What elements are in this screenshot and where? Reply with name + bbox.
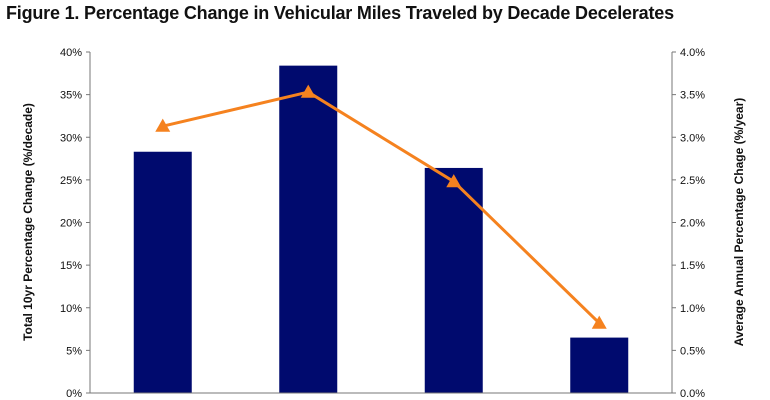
- y-right-tick-label: 2.5%: [680, 175, 705, 187]
- y-right-tick-label: 4.0%: [680, 47, 705, 59]
- y-right-tick-label: 3.0%: [680, 132, 705, 144]
- y-right-tick-label: 3.5%: [680, 90, 705, 102]
- y-right-tick-label: 1.0%: [680, 303, 705, 315]
- line-group: [155, 84, 607, 329]
- y-axis-left-label: Total 10yr Percentage Change (%/decade): [21, 103, 35, 341]
- y-left-tick-label: 30%: [60, 132, 82, 144]
- line-series: [162, 90, 601, 325]
- line-point: [300, 84, 316, 98]
- y-right-tick-label: 1.5%: [680, 260, 705, 272]
- y-left-tick-label: 10%: [60, 303, 82, 315]
- y-left-tick-label: 20%: [60, 218, 82, 230]
- y-left-tick-label: 15%: [60, 260, 82, 272]
- y-left-tick-label: 0%: [66, 388, 82, 400]
- y-left-tick-label: 5%: [66, 345, 82, 357]
- chart-title: Figure 1. Percentage Change in Vehicular…: [6, 3, 674, 23]
- line-point: [155, 118, 171, 132]
- line-point: [446, 174, 462, 188]
- y-left-tick-label: 35%: [60, 90, 82, 102]
- y-left-tick-label: 40%: [60, 47, 82, 59]
- line-point: [591, 315, 607, 329]
- bar: [424, 167, 483, 393]
- y-right-tick-label: 0.5%: [680, 345, 705, 357]
- bar: [133, 151, 192, 393]
- ticks-group: 0% 5% 10% 15% 20% 25% 30% 35% 40% 0.0% 0.5% 1.0% 1.5…: [60, 47, 705, 400]
- y-left-tick-label: 25%: [60, 175, 82, 187]
- y-right-tick-label: 0.0%: [680, 388, 705, 400]
- bar: [570, 337, 629, 393]
- y-axis-right-label: Average Annual Percentage Chage (%/year): [732, 98, 746, 347]
- bar: [279, 65, 338, 393]
- bars-group: [133, 65, 629, 393]
- y-right-tick-label: 2.0%: [680, 218, 705, 230]
